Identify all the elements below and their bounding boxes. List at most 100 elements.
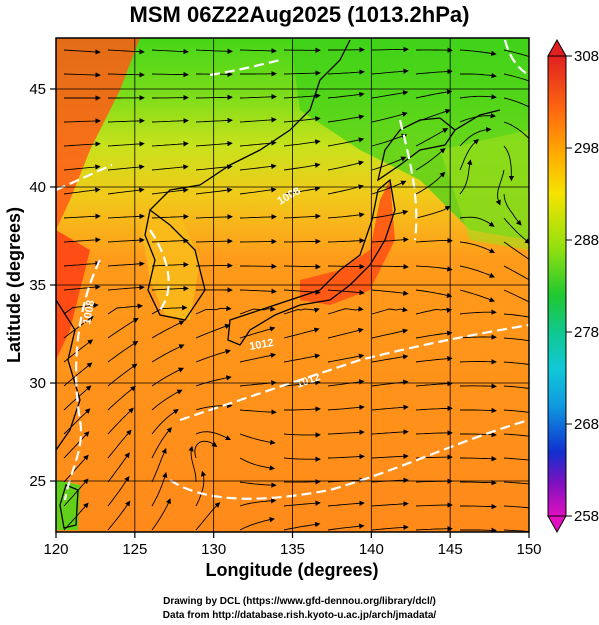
streamline bbox=[63, 362, 93, 387]
streamline bbox=[283, 93, 321, 99]
streamline bbox=[63, 72, 101, 78]
streamline bbox=[459, 265, 496, 278]
streamline bbox=[503, 193, 522, 226]
streamline bbox=[327, 237, 365, 244]
streamline bbox=[107, 164, 145, 171]
streamline bbox=[107, 261, 145, 267]
x-tick-label: 135 bbox=[280, 541, 305, 558]
streamline bbox=[503, 49, 529, 57]
streamline bbox=[239, 481, 277, 488]
streamline bbox=[63, 187, 101, 195]
streamline bbox=[283, 238, 321, 245]
streamline bbox=[415, 307, 453, 315]
streamline bbox=[459, 334, 497, 340]
streamline bbox=[151, 213, 189, 220]
streamline bbox=[107, 452, 130, 483]
x-axis: 120 125 130 135 140 145 150 bbox=[43, 532, 542, 558]
streamline bbox=[239, 326, 276, 339]
streamline bbox=[415, 405, 453, 412]
streamline bbox=[371, 501, 409, 507]
credits: Drawing by DCL (https://www.gfd-dennou.o… bbox=[0, 595, 599, 623]
x-tick-label: 130 bbox=[201, 541, 226, 558]
streamline bbox=[503, 505, 529, 509]
streamline bbox=[459, 94, 497, 100]
streamline bbox=[415, 502, 453, 508]
streamline bbox=[107, 118, 145, 124]
streamline bbox=[371, 133, 408, 147]
colorbar-label: 258 bbox=[574, 508, 599, 525]
streamline bbox=[151, 285, 189, 292]
streamline bbox=[415, 289, 453, 298]
streamline bbox=[151, 389, 183, 411]
streamline bbox=[371, 236, 409, 243]
streamline bbox=[503, 217, 529, 244]
streamline bbox=[371, 209, 409, 219]
streamline bbox=[63, 237, 101, 243]
streamline bbox=[239, 117, 277, 123]
streamline bbox=[107, 429, 132, 459]
streamline bbox=[239, 498, 277, 507]
streamline bbox=[460, 503, 497, 510]
streamline bbox=[327, 327, 364, 339]
credit-data: Data from http://database.rish.kyoto-u.a… bbox=[162, 610, 437, 621]
streamline bbox=[107, 363, 138, 387]
streamline bbox=[195, 323, 231, 339]
streamline bbox=[459, 309, 497, 315]
streamline bbox=[460, 456, 497, 462]
x-tick-label: 150 bbox=[516, 541, 541, 558]
streamline bbox=[107, 303, 143, 315]
y-axis: 25 30 35 40 45 bbox=[29, 81, 56, 490]
streamline bbox=[283, 521, 321, 531]
streamline bbox=[460, 479, 497, 486]
streamline bbox=[371, 404, 409, 411]
streamline bbox=[63, 502, 89, 531]
streamline bbox=[503, 337, 529, 342]
streamline bbox=[371, 429, 409, 435]
streamline bbox=[371, 46, 409, 53]
streamline bbox=[151, 447, 167, 483]
streamline bbox=[63, 454, 89, 483]
streamline bbox=[151, 409, 179, 435]
streamline bbox=[371, 289, 409, 296]
streamline bbox=[107, 187, 145, 195]
y-tick-label: 40 bbox=[29, 179, 46, 196]
streamline bbox=[415, 108, 451, 123]
streamline bbox=[240, 263, 277, 270]
streamline bbox=[371, 354, 409, 363]
y-tick-label: 25 bbox=[29, 473, 46, 490]
streamline bbox=[416, 47, 453, 53]
streamline bbox=[107, 500, 131, 531]
streamline bbox=[503, 529, 529, 532]
streamline bbox=[63, 339, 94, 363]
streamline bbox=[371, 306, 408, 315]
streamline bbox=[239, 94, 277, 100]
streamline bbox=[63, 118, 101, 124]
credit-drawing: Drawing by DCL (https://www.gfd-dennou.o… bbox=[163, 596, 436, 607]
y-tick-label: 30 bbox=[29, 375, 46, 392]
streamline bbox=[459, 126, 492, 147]
streamline bbox=[371, 453, 409, 459]
streamline bbox=[107, 141, 145, 147]
streamline bbox=[194, 440, 218, 459]
colorbar-label: 308 bbox=[574, 48, 599, 65]
colorbar-label: 278 bbox=[574, 324, 599, 341]
streamline bbox=[283, 479, 321, 485]
streamline bbox=[63, 213, 101, 219]
map-title: MSM 06Z22Aug2025 (1013.2hPa) bbox=[129, 2, 470, 27]
streamline bbox=[239, 306, 276, 315]
streamline bbox=[151, 261, 189, 268]
streamline bbox=[415, 205, 451, 219]
streamline bbox=[151, 498, 171, 531]
streamline bbox=[327, 404, 365, 411]
streamline bbox=[327, 306, 364, 315]
streamline bbox=[107, 284, 145, 291]
streamline bbox=[107, 49, 145, 55]
streamline bbox=[327, 289, 365, 296]
streamline bbox=[107, 213, 145, 220]
x-tick-label: 145 bbox=[438, 541, 463, 558]
streamline bbox=[459, 241, 496, 253]
streamline bbox=[63, 478, 89, 507]
streamline bbox=[415, 380, 453, 387]
streamline bbox=[239, 48, 277, 54]
